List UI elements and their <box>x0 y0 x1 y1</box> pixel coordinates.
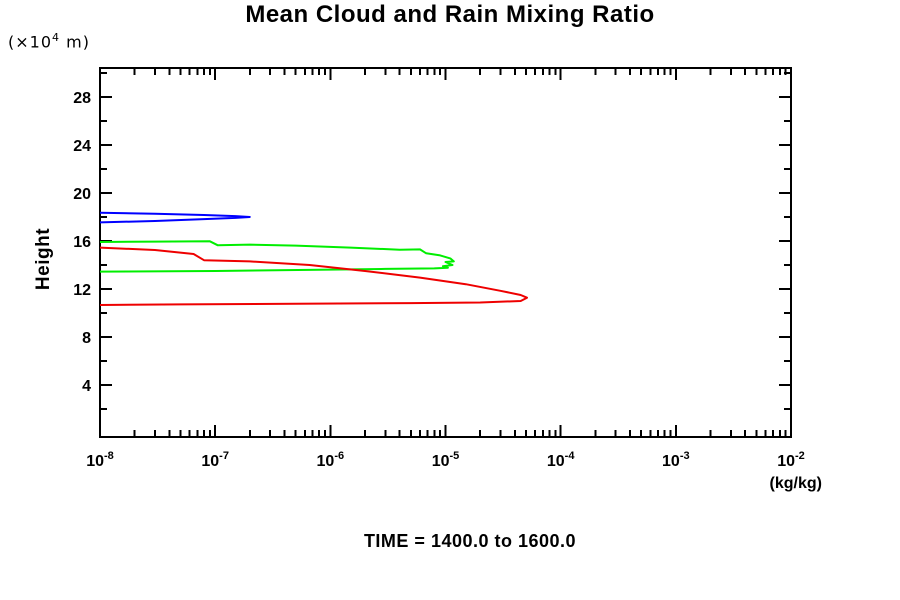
x-tick-label: 10-3 <box>662 450 690 470</box>
x-tick-label: 10-6 <box>317 450 345 470</box>
x-tick-label: 10-2 <box>777 450 805 470</box>
x-tick-label: 10-8 <box>86 450 114 470</box>
time-range-label: TIME = 1400.0 to 1600.0 <box>363 531 577 551</box>
x-axis-tick-labels: 10-8 10-7 10-6 10-5 10-4 10-3 10-2 <box>86 450 805 470</box>
series-green <box>99 240 455 273</box>
x-tick-label: 10-7 <box>201 450 229 470</box>
y-tick-label: 4 <box>82 378 91 395</box>
chart-title: Mean Cloud and Rain Mixing Ratio <box>245 1 655 28</box>
y-units-suffix: m) <box>60 32 90 52</box>
y-tick-label: 24 <box>73 138 91 155</box>
y-tick-label: 16 <box>73 234 91 251</box>
y-tick-label: 8 <box>82 330 91 347</box>
series-red <box>99 246 528 306</box>
y-tick-label: 28 <box>73 90 91 107</box>
x-tick-label: 10-4 <box>547 450 575 470</box>
x-axis-units-label: (kg/kg) <box>769 475 822 492</box>
plot-frame <box>99 67 792 438</box>
y-tick-label: 20 <box>73 186 91 203</box>
x-axis-ticks <box>99 68 792 437</box>
y-units-exponent: 4 <box>52 31 61 44</box>
y-tick-label: 12 <box>73 282 91 299</box>
y-axis-tick-labels: 4 8 12 16 20 24 28 <box>73 90 91 395</box>
x-tick-label: 10-5 <box>432 450 460 470</box>
series-blue <box>99 211 251 224</box>
y-axis-units-label: (×104 m) <box>8 31 90 51</box>
y-units-prefix: (×10 <box>8 32 53 52</box>
